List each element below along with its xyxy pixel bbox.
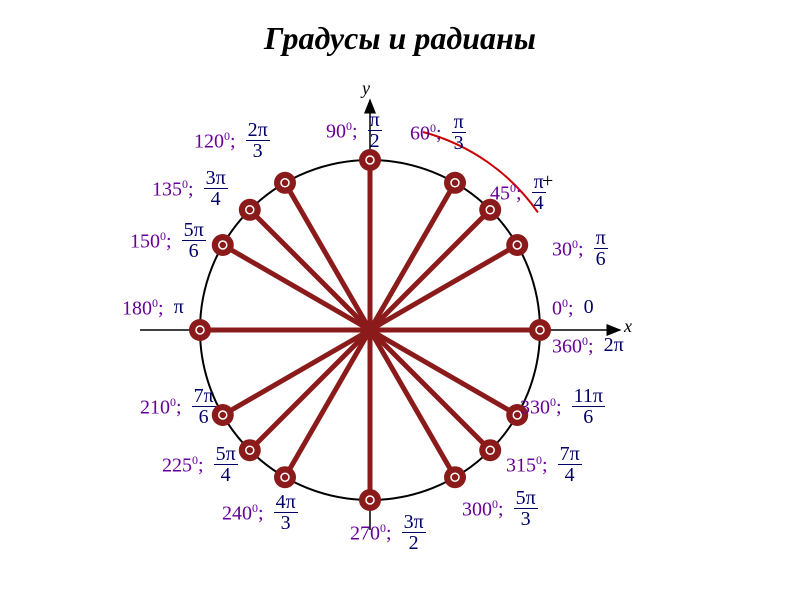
angle-label: 2100; 7π6 (140, 386, 216, 427)
radian-fraction: 4π3 (274, 492, 298, 533)
angle-label: 900; π2 (326, 110, 382, 151)
angle-label: 600; π3 (410, 112, 466, 153)
radian-fraction: 7π6 (192, 386, 216, 427)
degree-value: 1800; (122, 297, 164, 319)
angle-label: 2700; 3π2 (350, 512, 426, 553)
radian-value: 0 (584, 297, 594, 317)
degree-value: 1350; (152, 178, 194, 200)
radian-fraction: 3π4 (204, 168, 228, 209)
unit-circle-diagram (0, 0, 800, 600)
degree-value: 2400; (222, 502, 264, 524)
radian-fraction: π3 (452, 112, 466, 153)
x-axis-label: x (624, 316, 632, 337)
degree-value: 450; (490, 182, 522, 204)
degree-value: 3000; (462, 498, 504, 520)
radian-fraction: 5π3 (514, 488, 538, 529)
angle-label: 3000; 5π3 (462, 488, 538, 529)
degree-value: 2250; (162, 454, 204, 476)
degree-value: 900; (326, 120, 358, 142)
radian-fraction: 5π6 (182, 220, 206, 261)
degree-value: 1500; (130, 230, 172, 252)
angle-label: 300; π6 (552, 228, 608, 269)
degree-value: 3300; (520, 396, 562, 418)
degree-value: 300; (552, 238, 584, 260)
angle-label: 1500; 5π6 (130, 220, 206, 261)
angle-label: 1200; 2π3 (194, 120, 270, 161)
angle-label: 2400; 4π3 (222, 492, 298, 533)
degree-value: 600; (410, 122, 442, 144)
degree-value: 2100; (140, 396, 182, 418)
angle-label: 1350; 3π4 (152, 168, 228, 209)
radian-fraction: 11π6 (572, 386, 605, 427)
angle-label: 3300; 11π6 (520, 386, 605, 427)
degree-value: 3150; (506, 454, 548, 476)
angle-label: 00; 0 (552, 296, 594, 318)
angle-label: 3600; 2π (552, 334, 624, 356)
angle-label: 1800; π (122, 296, 184, 318)
angle-label: 2250; 5π4 (162, 444, 238, 485)
angle-label: 3150; 7π4 (506, 444, 582, 485)
degree-value: 00; (552, 297, 574, 319)
radian-value: 2π (604, 335, 624, 355)
degree-value: 1200; (194, 130, 236, 152)
degree-value: 2700; (350, 522, 392, 544)
radian-fraction: 3π2 (402, 512, 426, 553)
y-axis-label: y (362, 78, 370, 99)
radian-value: π (174, 297, 184, 317)
radian-fraction: π4 (532, 172, 546, 213)
radian-fraction: 5π4 (214, 444, 238, 485)
radian-fraction: π2 (368, 110, 382, 151)
radian-fraction: 7π4 (558, 444, 582, 485)
degree-value: 3600; (552, 335, 594, 357)
angle-label: 450; π4 (490, 172, 546, 213)
radian-fraction: 2π3 (246, 120, 270, 161)
radian-fraction: π6 (594, 228, 608, 269)
